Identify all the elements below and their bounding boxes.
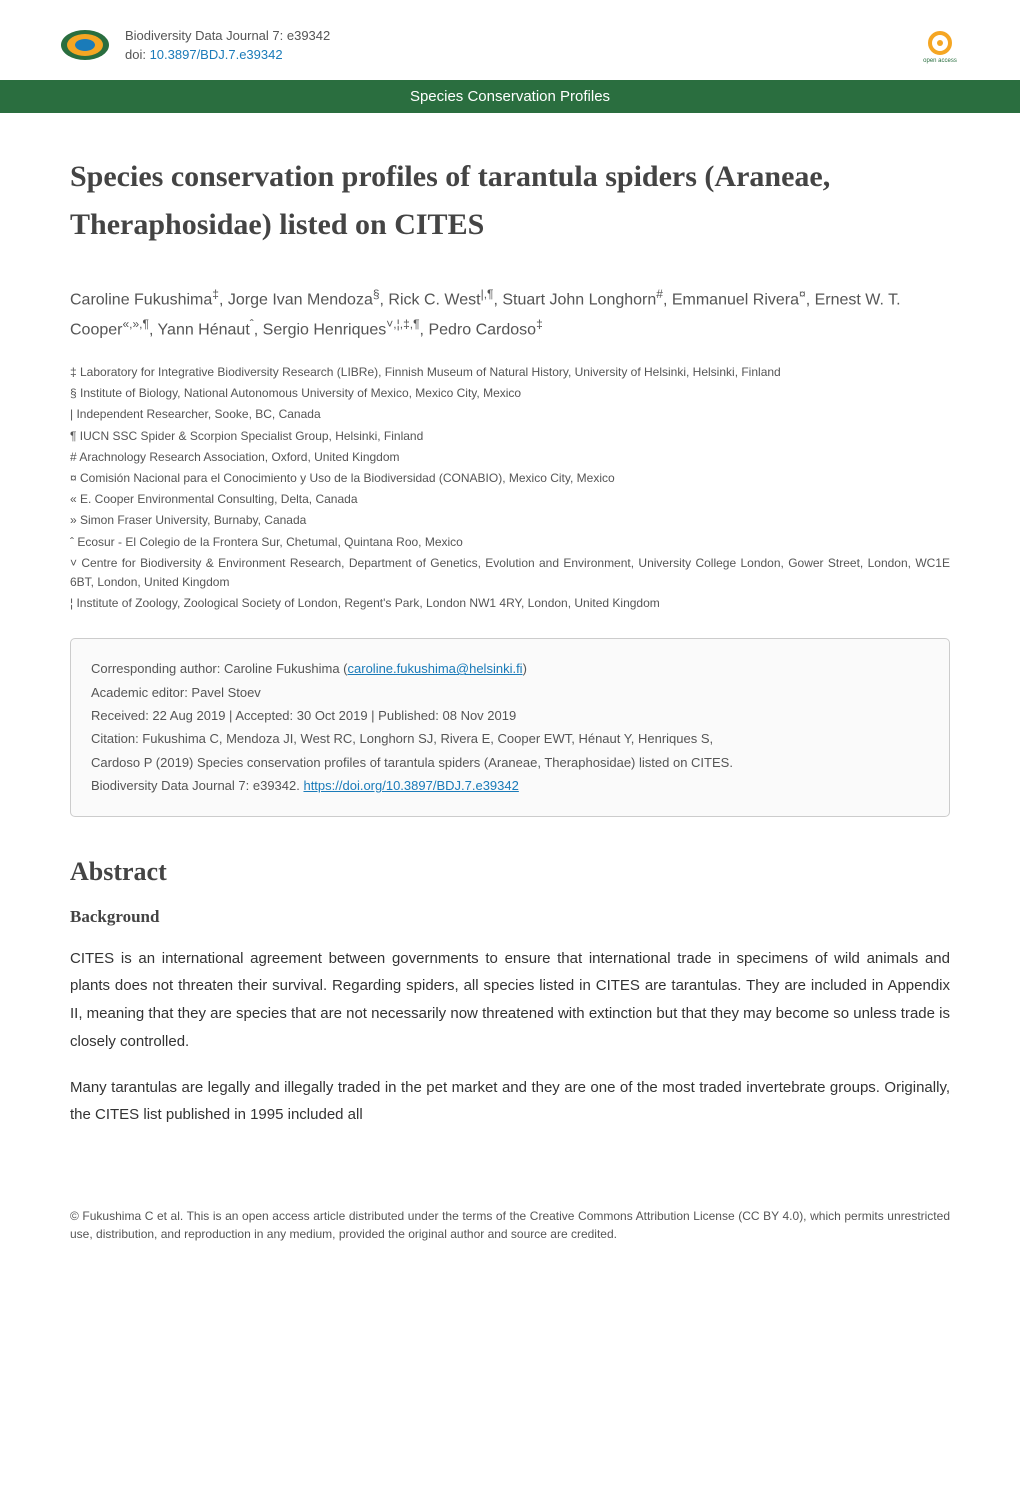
- doi-label: doi:: [125, 47, 150, 62]
- affiliation-item: # Arachnology Research Association, Oxfo…: [70, 448, 950, 467]
- article-title: Species conservation profiles of tarantu…: [70, 153, 950, 249]
- corresponding-label: Corresponding author: Caroline Fukushima…: [91, 661, 348, 676]
- affiliation-item: ‡ Laboratory for Integrative Biodiversit…: [70, 363, 950, 382]
- background-heading: Background: [70, 907, 950, 927]
- body-paragraph: Many tarantulas are legally and illegall…: [70, 1074, 950, 1130]
- affiliation-item: § Institute of Biology, National Autonom…: [70, 384, 950, 403]
- body-paragraph: CITES is an international agreement betw…: [70, 945, 950, 1056]
- citation-line-3: Biodiversity Data Journal 7: e39342. htt…: [91, 774, 929, 797]
- affiliation-item: ˆ Ecosur - El Colegio de la Frontera Sur…: [70, 533, 950, 552]
- citation-line-2: Cardoso P (2019) Species conservation pr…: [91, 751, 929, 774]
- category-banner: Species Conservation Profiles: [0, 80, 1020, 113]
- doi-link[interactable]: 10.3897/BDJ.7.e39342: [150, 47, 283, 62]
- affiliation-item: | Independent Researcher, Sooke, BC, Can…: [70, 405, 950, 424]
- abstract-heading: Abstract: [70, 857, 950, 887]
- svg-text:open access: open access: [923, 58, 957, 64]
- page-header: Biodiversity Data Journal 7: e39342 doi:…: [0, 0, 1020, 80]
- affiliations-list: ‡ Laboratory for Integrative Biodiversit…: [70, 363, 950, 613]
- corresponding-close: ): [523, 661, 527, 676]
- affiliation-item: « E. Cooper Environmental Consulting, De…: [70, 490, 950, 509]
- journal-logo-icon: [60, 20, 110, 70]
- corresponding-author: Corresponding author: Caroline Fukushima…: [91, 657, 929, 680]
- article-dates: Received: 22 Aug 2019 | Accepted: 30 Oct…: [91, 704, 929, 727]
- affiliation-item: ¤ Comisión Nacional para el Conocimiento…: [70, 469, 950, 488]
- main-content: Species conservation profiles of tarantu…: [0, 113, 1020, 1167]
- affiliation-item: » Simon Fraser University, Burnaby, Cana…: [70, 511, 950, 530]
- journal-name: Biodiversity Data Journal 7: e39342: [125, 26, 920, 46]
- citation-line-1: Citation: Fukushima C, Mendoza JI, West …: [91, 727, 929, 750]
- citation-journal: Biodiversity Data Journal 7: e39342.: [91, 778, 303, 793]
- affiliation-item: ¦ Institute of Zoology, Zoological Socie…: [70, 594, 950, 613]
- citation-doi-link[interactable]: https://doi.org/10.3897/BDJ.7.e39342: [303, 778, 518, 793]
- open-access-icon: open access: [920, 25, 960, 65]
- author-list: Caroline Fukushima‡, Jorge Ivan Mendoza§…: [70, 284, 950, 343]
- corresponding-email-link[interactable]: caroline.fukushima@helsinki.fi: [348, 661, 523, 676]
- article-metadata-box: Corresponding author: Caroline Fukushima…: [70, 638, 950, 816]
- affiliation-item: ¶ IUCN SSC Spider & Scorpion Specialist …: [70, 427, 950, 446]
- academic-editor: Academic editor: Pavel Stoev: [91, 681, 929, 704]
- journal-info: Biodiversity Data Journal 7: e39342 doi:…: [125, 26, 920, 65]
- license-footer: © Fukushima C et al. This is an open acc…: [0, 1167, 1020, 1243]
- affiliation-item: ˅ Centre for Biodiversity & Environment …: [70, 554, 950, 592]
